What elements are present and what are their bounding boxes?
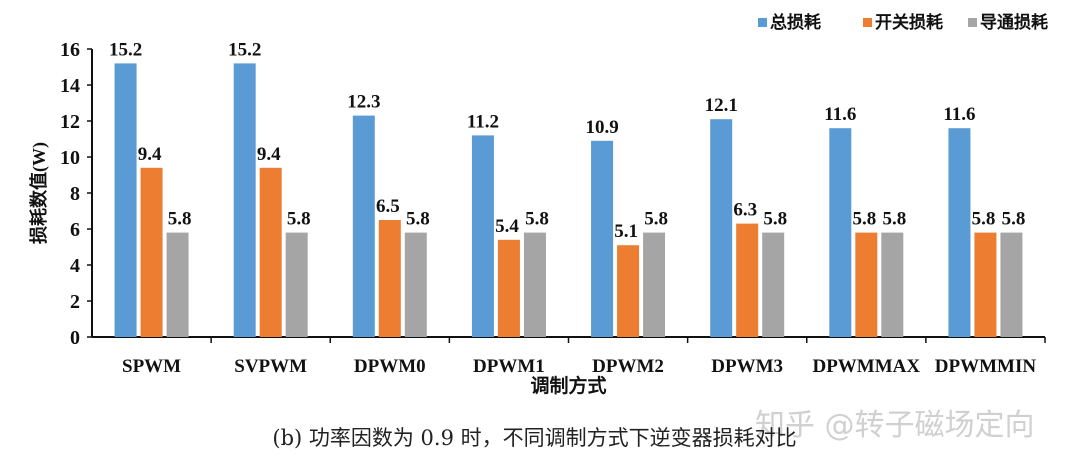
x-tick-label: SVPWM	[234, 356, 307, 377]
bar	[523, 232, 546, 337]
bar	[471, 135, 494, 337]
bar	[233, 63, 256, 338]
bar	[881, 232, 904, 337]
figure-caption: (b) 功率因数为 0.9 时，不同调制方式下逆变器损耗对比	[272, 426, 797, 450]
legend-swatch	[968, 18, 977, 27]
bar	[259, 167, 282, 337]
legend-swatch	[863, 18, 872, 27]
data-label: 15.2	[228, 39, 261, 60]
x-tick-label: DPWM2	[592, 356, 664, 377]
y-tick-label: 14	[60, 75, 80, 97]
y-tick-label: 6	[70, 219, 80, 241]
data-label: 10.9	[585, 117, 618, 138]
y-tick-label: 4	[70, 255, 80, 277]
data-label: 6.3	[733, 200, 757, 221]
data-label: 5.8	[406, 209, 430, 230]
data-label: 5.8	[972, 209, 996, 230]
bar	[948, 128, 971, 337]
bar	[1000, 232, 1023, 337]
data-label: 5.8	[882, 209, 906, 230]
data-label: 11.2	[467, 111, 499, 132]
data-label: 5.8	[168, 209, 192, 230]
data-label: 12.1	[705, 95, 738, 116]
data-label: 6.5	[376, 196, 400, 217]
bar	[643, 232, 666, 337]
bar	[404, 232, 427, 337]
y-tick-label: 10	[60, 147, 80, 169]
bar	[762, 232, 785, 337]
x-tick-label: DPWMMIN	[935, 356, 1037, 377]
x-tick-label: DPWM0	[354, 356, 426, 377]
y-tick-label: 12	[60, 111, 80, 133]
bar	[591, 140, 614, 337]
data-label: 11.6	[943, 104, 975, 125]
x-tick-label: DPWMMAX	[812, 356, 920, 377]
bar	[378, 220, 401, 337]
bar	[855, 232, 878, 337]
legend-swatch	[758, 18, 767, 27]
data-label: 15.2	[109, 39, 142, 60]
x-tick-label: DPWM3	[711, 356, 783, 377]
bar	[710, 119, 733, 337]
bar	[114, 63, 137, 338]
bar	[352, 115, 375, 337]
legend-label: 总损耗	[770, 12, 821, 32]
bar	[617, 245, 640, 337]
legend-label: 开关损耗	[875, 12, 943, 32]
data-label: 11.6	[824, 104, 856, 125]
data-label: 5.8	[1002, 209, 1026, 230]
y-tick-label: 16	[60, 39, 80, 61]
bar	[166, 232, 189, 337]
data-label: 5.4	[495, 216, 519, 237]
data-label: 5.8	[644, 209, 668, 230]
watermark: 知乎 @转子磁场定向	[755, 408, 1035, 443]
legend-label: 导通损耗	[980, 12, 1048, 32]
data-label: 5.8	[525, 209, 549, 230]
x-axis-title: 调制方式	[530, 374, 606, 397]
x-tick-label: SPWM	[122, 356, 181, 377]
data-label: 12.3	[347, 92, 380, 113]
y-axis-title: 损耗数值(W)	[28, 142, 50, 244]
data-label: 5.8	[763, 209, 787, 230]
bar	[140, 167, 163, 337]
data-label: 5.8	[287, 209, 311, 230]
data-label: 9.4	[138, 144, 162, 165]
bar	[829, 128, 852, 337]
data-label: 9.4	[257, 144, 281, 165]
bar	[736, 223, 759, 337]
data-label: 5.8	[852, 209, 876, 230]
bar	[497, 239, 520, 337]
x-tick-label: DPWM1	[473, 356, 545, 377]
y-tick-label: 0	[70, 327, 80, 349]
y-tick-label: 2	[70, 291, 80, 313]
y-tick-label: 8	[70, 183, 80, 205]
bar	[974, 232, 997, 337]
data-label: 5.1	[614, 221, 638, 242]
bar	[285, 232, 308, 337]
